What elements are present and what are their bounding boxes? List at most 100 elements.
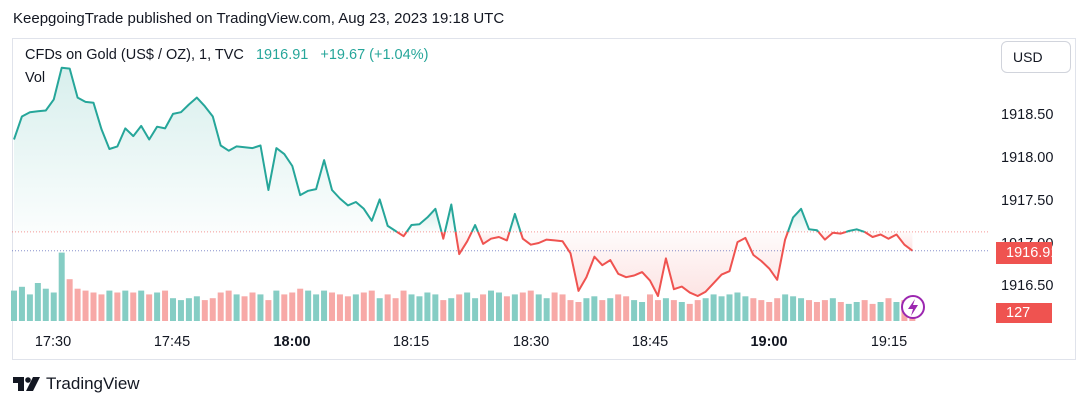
volume-bar <box>305 290 312 321</box>
volume-bar <box>877 302 884 321</box>
time-axis-tick: 18:15 <box>392 334 430 350</box>
time-axis-tick: 18:00 <box>273 334 311 350</box>
area-fill-above <box>787 208 819 232</box>
volume-bar <box>813 302 820 321</box>
volume-bar <box>297 288 304 321</box>
volume-bar <box>106 290 113 321</box>
price-line-below <box>864 231 913 252</box>
volume-bar <box>837 302 844 321</box>
volume-bar <box>829 298 836 321</box>
volume-bar <box>670 300 677 321</box>
last-price-tag: 1916.91 <box>996 242 1058 264</box>
volume-bar <box>694 300 701 321</box>
publish-info: KeepgoingTrade published on TradingView.… <box>13 10 505 27</box>
price-axis-tick: 1916.50 <box>1001 278 1054 294</box>
price-axis-tick: 1918.00 <box>1001 150 1054 166</box>
volume-bar <box>289 292 296 321</box>
tradingview-logo-icon <box>13 377 40 391</box>
volume-bar <box>654 300 661 321</box>
volume-bar <box>480 294 487 321</box>
volume-bar <box>11 290 17 321</box>
volume-bar <box>599 300 606 321</box>
volume-bar <box>26 294 33 321</box>
last-price-value: 1916.91 <box>255 47 309 63</box>
volume-bar <box>154 292 161 321</box>
volume-bar <box>225 290 232 321</box>
volume-bar <box>162 290 169 321</box>
chart-legend: CFDs on Gold (US$ / OZ), 1, TVC 1916.91 … <box>25 47 428 63</box>
volume-bar <box>98 294 105 321</box>
volume-bar <box>766 302 773 321</box>
volume-bar <box>710 294 717 321</box>
volume-bar <box>495 292 502 321</box>
volume-bar <box>647 294 653 321</box>
volume-bar <box>122 290 129 321</box>
volume-bar <box>42 288 49 321</box>
volume-bar <box>718 296 725 321</box>
volume-bar <box>750 298 757 321</box>
volume-bar <box>464 292 471 321</box>
symbol-title[interactable]: CFDs on Gold (US$ / OZ), 1, TVC <box>25 47 244 63</box>
volume-bar <box>400 290 407 321</box>
volume-bar <box>138 290 145 321</box>
flash-icon[interactable] <box>901 295 925 319</box>
volume-bar <box>702 298 709 321</box>
volume-bar <box>265 300 272 321</box>
volume-bar <box>806 300 812 321</box>
volume-bar <box>734 292 741 321</box>
volume-bar <box>376 298 383 321</box>
volume-bar <box>241 296 248 321</box>
time-axis-tick: 18:45 <box>631 334 669 350</box>
price-line-below <box>396 231 408 238</box>
time-axis-tick: 18:30 <box>512 334 550 350</box>
time-axis-tick: 17:30 <box>34 334 72 350</box>
volume-bar <box>217 292 224 321</box>
volume-bar <box>519 292 526 321</box>
volume-bar <box>488 290 494 321</box>
volume-bar <box>527 290 534 321</box>
volume-bar <box>432 294 439 321</box>
volume-tag: 127 <box>996 303 1052 323</box>
volume-bar <box>583 298 590 321</box>
volume-bar <box>821 300 828 321</box>
volume-bar <box>790 296 797 321</box>
time-axis-tick: 19:00 <box>750 334 788 350</box>
volume-bar <box>352 294 359 321</box>
volume-bar <box>90 292 97 321</box>
area-fill-below <box>818 231 847 240</box>
tradingview-brand[interactable]: TradingView <box>13 374 140 394</box>
currency-button[interactable]: USD <box>1001 41 1071 73</box>
volume-bar <box>639 302 646 321</box>
area-fill-above <box>509 213 521 232</box>
volume-bar <box>146 294 153 321</box>
price-line-below <box>519 231 789 297</box>
area-fill-above <box>14 67 397 232</box>
volume-bar <box>511 294 518 321</box>
volume-bar <box>329 292 335 321</box>
volume-bar <box>869 303 876 321</box>
volume-bar <box>185 298 192 321</box>
price-line-above <box>13 66 398 233</box>
area-fill-above <box>444 204 456 232</box>
price-line-above <box>786 207 820 233</box>
volume-bar <box>130 292 137 321</box>
volume-bar <box>607 298 614 321</box>
volume-bar <box>774 298 781 321</box>
volume-bar <box>360 292 367 321</box>
price-axis-tick: 1917.50 <box>1001 193 1054 209</box>
volume-bar <box>440 300 447 321</box>
volume-bar <box>472 298 479 321</box>
price-line-above <box>845 228 865 233</box>
volume-bar <box>368 290 375 321</box>
volume-bar <box>448 298 455 321</box>
volume-bar <box>615 294 622 321</box>
volume-bar <box>177 300 184 321</box>
brand-name: TradingView <box>46 374 140 393</box>
volume-bar <box>74 288 81 321</box>
volume-bar <box>798 298 805 321</box>
volume-bar <box>567 300 574 321</box>
volume-bar <box>281 294 288 321</box>
chart-pane[interactable] <box>12 38 1076 360</box>
volume-bar <box>535 294 542 321</box>
volume-indicator-label[interactable]: Vol <box>25 70 46 86</box>
